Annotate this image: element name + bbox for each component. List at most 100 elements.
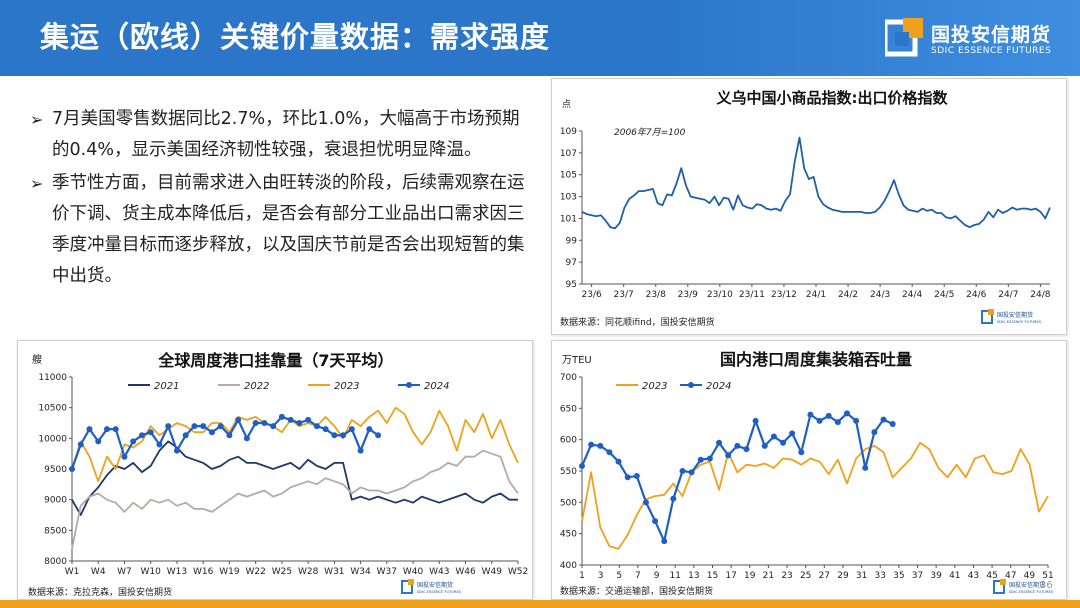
series-2024-point	[798, 449, 805, 456]
series-2024-point	[208, 429, 215, 436]
y-tick-label: 500	[560, 498, 577, 508]
chart-unit: 点	[562, 99, 571, 110]
series-2024-point	[165, 423, 172, 430]
x-tick-label: 5	[616, 571, 622, 581]
bullet-text-1: 7月美国零售数据同比2.7%，环比1.0%，大幅高于市场预期的0.4%，显示美国…	[52, 109, 520, 160]
series-2024-point	[305, 416, 312, 423]
arrow-bullet-icon: ➢	[30, 174, 44, 193]
x-tick-label: W19	[219, 567, 240, 577]
series-2024-point	[661, 538, 668, 545]
chart-source: 数据来源：同花顺ifind，国投安信期货	[560, 316, 715, 328]
plot-area: 95 97 99 101 103 105 107 109 23/6 23/7 23/8 23/9 23/…	[560, 127, 1051, 300]
x-tick-label: 24/7	[998, 290, 1018, 300]
x-tick-label: 37	[912, 571, 923, 581]
mini-logo-en: SDIC ESSENCE FUTURES	[1009, 590, 1054, 594]
series-2024-point	[706, 455, 713, 462]
legend-marker	[688, 382, 694, 388]
mini-logo-text: 国投安信期货	[1009, 581, 1045, 589]
x-tick-label: W22	[245, 567, 265, 577]
x-tick-label: 15	[707, 571, 718, 581]
chart-source: 数据来源：克拉克森，国投安信期货	[28, 586, 172, 598]
y-tick-label: 101	[560, 214, 577, 224]
page-number: 36	[1040, 580, 1053, 591]
y-tick-label: 9000	[44, 496, 67, 506]
x-tick-label: 17	[725, 571, 736, 581]
series-2024-point	[243, 435, 250, 442]
series-2024-point	[761, 442, 768, 449]
series-2024-point	[880, 416, 887, 423]
series-2024-point	[633, 473, 640, 480]
y-tick-label: 550	[560, 467, 577, 477]
logo-en-text: SDIC ESSENCE FUTURES	[931, 46, 1052, 56]
series-2024-point	[121, 453, 128, 460]
x-tick-label: W37	[377, 567, 397, 577]
series-2024-point	[296, 420, 303, 426]
y-tick-label: 10500	[38, 404, 67, 414]
y-tick-label: 700	[560, 373, 577, 383]
x-tick-label: W43	[429, 567, 449, 577]
series-2024-point	[252, 420, 259, 426]
chart-title: 国内港口周度集装箱吞吐量	[720, 350, 912, 369]
y-tick-label: 400	[560, 561, 577, 571]
series-2024-point	[226, 432, 233, 439]
mini-logo-en: SDIC ESSENCE FUTURES	[997, 320, 1042, 324]
x-tick-label: 24/6	[966, 290, 986, 300]
bullet-text-2: 季节性方面，目前需求进入由旺转淡的阶段，后续需观察在运价下调、货主成本降低后，是…	[52, 173, 525, 286]
series-2024-point	[235, 416, 242, 423]
x-tick-label: W31	[324, 567, 344, 577]
series-2024-point	[743, 446, 750, 453]
x-tick-label: 23/9	[678, 290, 698, 300]
chart-note: 2006年7月=100	[614, 127, 686, 138]
series-2024-point	[697, 456, 704, 463]
x-tick-label: 27	[819, 571, 830, 581]
x-tick-label: 23/8	[646, 290, 666, 300]
series-2024-point	[138, 432, 145, 439]
x-tick-label: 24/1	[806, 290, 826, 300]
series-2024-point	[86, 426, 93, 433]
x-tick-label: 3	[598, 571, 604, 581]
header-gradient	[660, 0, 1080, 76]
x-tick-label: 23/10	[707, 290, 733, 300]
x-tick-label: 1	[579, 571, 585, 581]
series-2024-point	[807, 411, 814, 418]
mini-logo-text: 国投安信期货	[997, 311, 1033, 319]
series-2024-point	[348, 426, 355, 433]
x-tick-label: W7	[117, 567, 132, 577]
series-2024-point	[331, 432, 338, 439]
x-tick-label: 23/7	[614, 290, 634, 300]
series-2024-point	[615, 458, 622, 465]
y-tick-label: 95	[566, 280, 577, 290]
mini-logo: 国投安信期货 SDIC ESSENCE FUTURES	[993, 579, 1054, 594]
series-2024-point	[752, 417, 759, 424]
logo-cn-text: 国投安信期货	[931, 24, 1052, 46]
series-2023-line	[71, 406, 519, 483]
yiwu-chart: 义乌中国小商品指数:出口价格指数 点 2006年7月=100 数据来源：同花顺i…	[560, 89, 1051, 328]
y-tick-label: 650	[560, 404, 577, 414]
y-tick-label: 450	[560, 530, 577, 540]
series-2024-point	[182, 432, 189, 439]
x-tick-label: 47	[1005, 571, 1016, 581]
series-2024-point	[843, 410, 850, 417]
legend-label: 2023	[334, 381, 359, 392]
series-2024-point	[679, 468, 686, 474]
series-2024-point	[77, 441, 84, 448]
x-tick-label: 23/6	[582, 290, 602, 300]
x-tick-label: W28	[298, 567, 319, 577]
x-tick-label: 35	[893, 571, 904, 581]
x-tick-label: 49	[1024, 571, 1036, 581]
x-tick-label: W16	[193, 567, 214, 577]
x-tick-label: 25	[800, 571, 811, 581]
series-2024-point	[816, 417, 823, 424]
x-tick-label: 23/11	[739, 290, 765, 300]
series-2023-line	[581, 441, 1049, 550]
x-tick-label: W1	[65, 567, 80, 577]
series-2024-point	[200, 423, 207, 430]
series-2024-point	[597, 442, 604, 449]
series-2024-point	[156, 441, 163, 448]
series-2024-point	[624, 474, 631, 481]
x-tick-label: W46	[455, 567, 476, 577]
y-tick-label: 9500	[44, 465, 67, 475]
series-2024-point	[173, 447, 180, 454]
mini-logo: 国投安信期货 SDIC ESSENCE FUTURES	[981, 309, 1042, 324]
chart-source: 数据来源：交通运输部，国投安信期货	[560, 585, 713, 597]
